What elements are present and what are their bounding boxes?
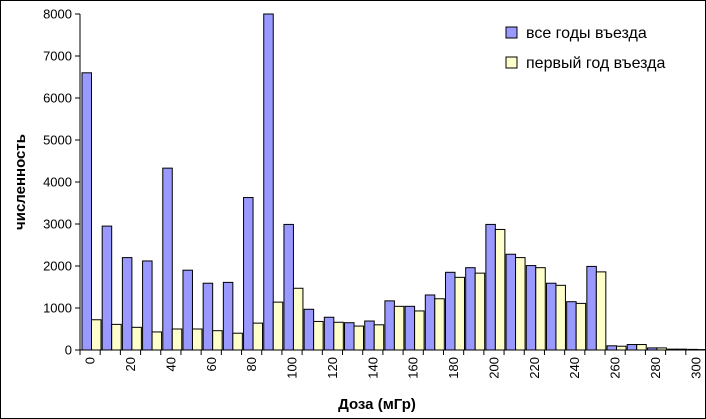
y-tick-label: 1000: [43, 301, 72, 316]
bar-first-year-190: [474, 272, 486, 351]
bar-all-years-230: [545, 282, 557, 351]
bar-all-years-250: [586, 265, 597, 351]
y-tick-label: 5000: [43, 133, 72, 148]
x-tick-label: 280: [648, 357, 663, 379]
bar-all-years-0: [81, 72, 92, 351]
bar-all-years-120: [323, 316, 335, 351]
x-tick-label: 220: [527, 357, 542, 379]
bar-all-years-140: [364, 320, 375, 351]
legend-label-first-year: первый год въезда: [526, 55, 665, 72]
bar-first-year-250: [595, 271, 607, 351]
bar-all-years-110: [303, 308, 315, 351]
bar-first-year-20: [131, 326, 142, 351]
bar-all-years-90: [263, 13, 274, 351]
bar-all-years-150: [384, 300, 395, 351]
x-tick-label: 100: [285, 357, 300, 379]
bar-all-years-200: [485, 223, 496, 351]
x-tick-label: 160: [406, 357, 421, 379]
x-tick-label: 80: [244, 357, 259, 371]
bar-first-year-110: [313, 320, 324, 351]
y-tick-label: 0: [65, 343, 72, 358]
bar-first-year-210: [515, 257, 526, 351]
bar-all-years-220: [525, 265, 537, 351]
bar-all-years-190: [465, 267, 476, 351]
bar-first-year-30: [151, 331, 163, 351]
bar-first-year-200: [494, 228, 506, 351]
bar-all-years-50: [182, 269, 193, 351]
y-tick-label: 2000: [43, 259, 72, 274]
bar-first-year-180: [454, 276, 465, 351]
x-axis-title: Доза (мГр): [338, 396, 416, 413]
x-tick-label: 200: [486, 357, 501, 379]
y-tick-label: 4000: [43, 175, 72, 190]
bar-first-year-120: [333, 321, 344, 351]
bar-first-year-260: [616, 345, 627, 351]
bar-first-year-100: [292, 287, 304, 351]
bar-all-years-260: [606, 345, 618, 351]
bar-first-year-170: [434, 298, 445, 351]
x-tick-label: 40: [163, 357, 178, 371]
bar-all-years-80: [243, 197, 254, 351]
y-axis-title: численность: [12, 134, 29, 230]
bar-all-years-210: [505, 253, 517, 351]
bar-all-years-160: [404, 305, 416, 351]
bar-all-years-180: [444, 271, 456, 351]
bar-first-year-70: [232, 332, 243, 351]
bar-first-year-150: [393, 305, 405, 351]
x-tick-label: 140: [365, 357, 380, 379]
bar-all-years-30: [142, 260, 153, 351]
x-tick-label: 180: [446, 357, 461, 379]
bar-all-years-270: [626, 344, 638, 351]
bar-all-years-60: [202, 282, 214, 351]
bar-first-year-80: [252, 322, 264, 351]
x-tick-label: 0: [83, 357, 98, 364]
bar-first-year-50: [191, 328, 203, 351]
bar-first-year-90: [272, 301, 284, 351]
bar-all-years-40: [162, 167, 173, 351]
bar-first-year-270: [636, 344, 647, 351]
x-tick-label: 20: [123, 357, 138, 371]
legend-swatch-first-year: [505, 56, 518, 69]
bar-first-year-60: [212, 330, 223, 351]
y-tick-label: 7000: [43, 49, 72, 64]
x-tick-label: 240: [567, 357, 582, 379]
legend: все годы въезда первый год въезда: [505, 25, 665, 72]
x-tick-label: 260: [608, 357, 623, 379]
bar-first-year-160: [414, 310, 425, 351]
y-tick-label: 8000: [43, 7, 72, 22]
legend-swatch-all-years: [505, 26, 518, 39]
bar-first-year-140: [373, 324, 385, 351]
bar-all-years-70: [222, 281, 234, 351]
bar-all-years-240: [566, 301, 577, 351]
bar-first-year-220: [535, 267, 546, 351]
x-tick-label: 120: [325, 357, 340, 379]
bar-first-year-130: [353, 325, 365, 351]
bar-all-years-20: [121, 257, 133, 351]
axes-layer: [75, 13, 706, 355]
bar-first-year-10: [111, 323, 122, 351]
y-tick-label: 3000: [43, 217, 72, 232]
y-tick-labels: 0 1000 2000 3000 4000 5000 6000 7000 8000: [43, 7, 72, 358]
bar-all-years-100: [283, 223, 294, 351]
y-tick-label: 6000: [43, 91, 72, 106]
x-tick-label: 60: [204, 357, 219, 371]
bar-first-year-0: [91, 319, 102, 351]
bar-all-years-130: [344, 322, 355, 351]
legend-label-all-years: все годы въезда: [526, 25, 647, 42]
bar-first-year-240: [575, 302, 587, 351]
bar-all-years-10: [101, 225, 113, 351]
bar-first-year-230: [555, 284, 566, 351]
bar-all-years-170: [424, 294, 436, 351]
bar-first-year-40: [171, 328, 183, 351]
x-tick-labels: 0 20 40 60 80 100 120 140 160 180 200 220 240 260 280 3…: [83, 357, 704, 379]
x-tick-label: 300: [688, 357, 703, 379]
